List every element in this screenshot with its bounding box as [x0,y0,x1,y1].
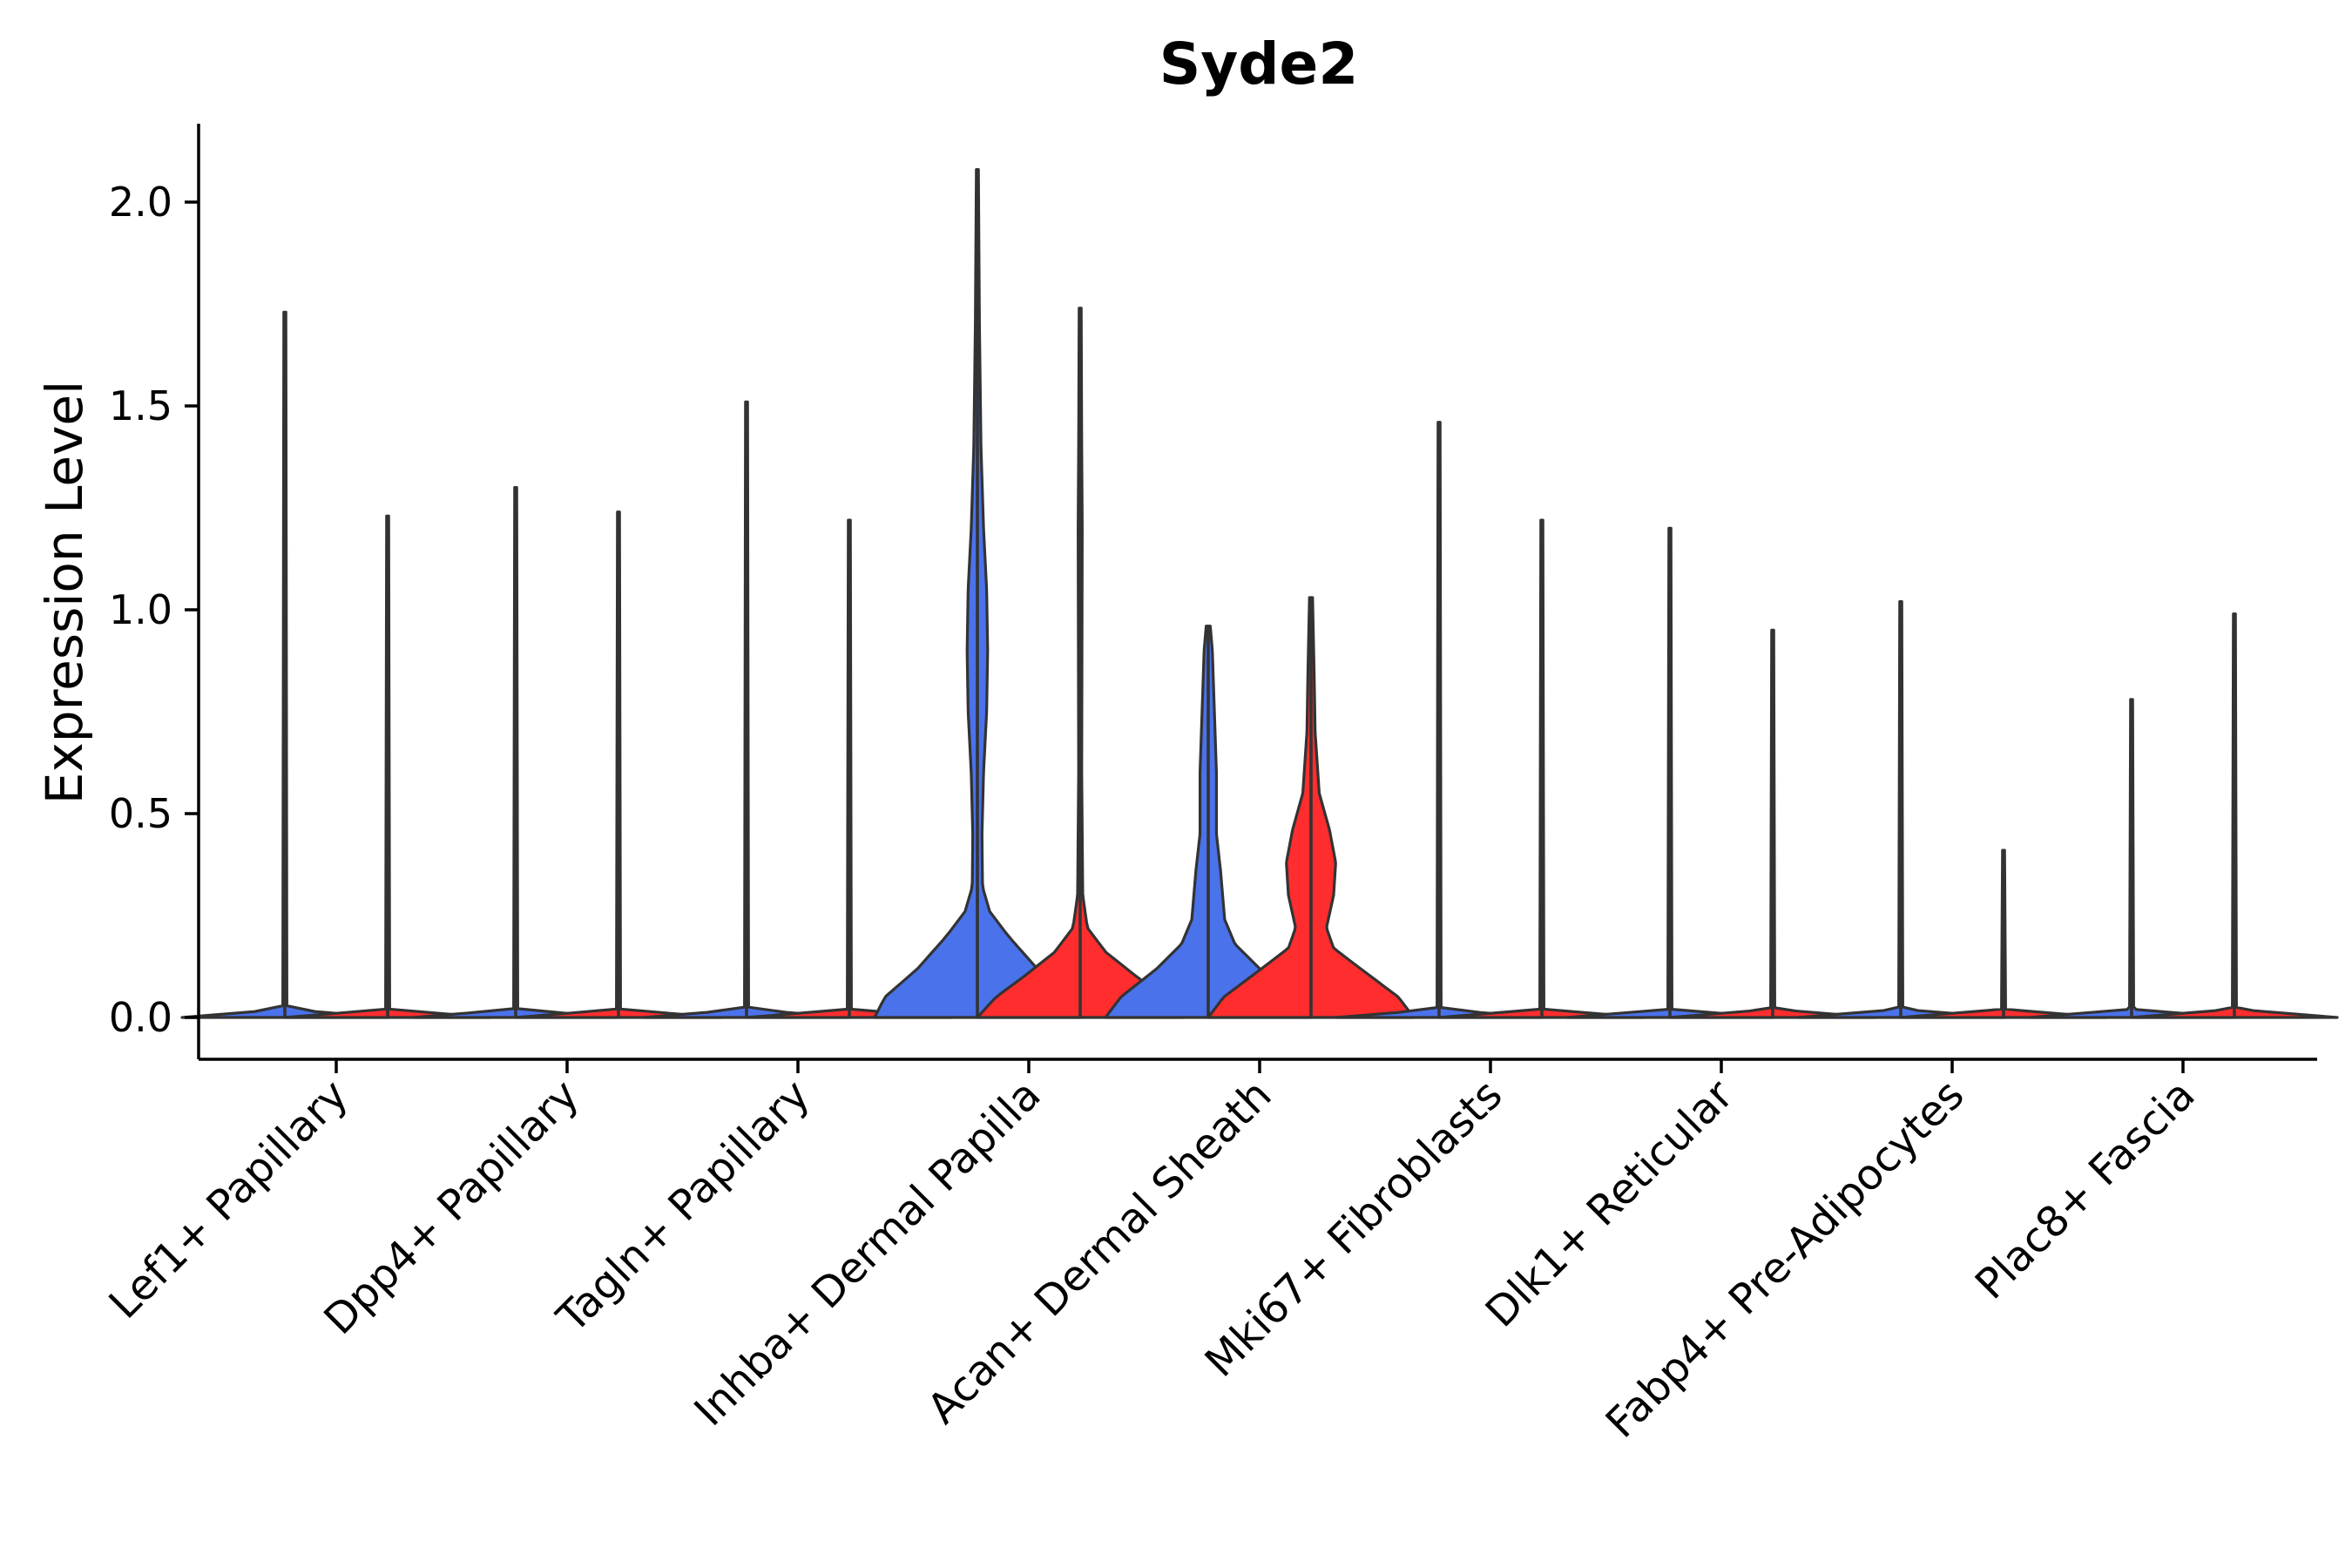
violin-group2-4 [976,307,1185,1019]
x-tick-label: Plac8+ Fascia [1966,1071,2205,1309]
violins-layer [180,167,2339,1019]
y-tick-label: 1.5 [109,382,172,429]
violin-group1-5 [1104,625,1313,1019]
violin-group2-6 [1437,518,1646,1019]
violin-group1-1 [180,310,389,1019]
x-tick-label: Tagln+ Papillary [547,1071,819,1342]
y-tick-label: 2.0 [109,179,172,226]
violin-group1-6 [1335,421,1544,1019]
violin-group1-4 [873,167,1082,1019]
y-tick-label: 0.0 [109,994,172,1041]
x-tick-label: Dlk1+ Reticular [1477,1071,1743,1337]
violin-group1-7 [1565,526,1774,1019]
violin-group1-9 [2027,698,2236,1019]
y-tick-label: 1.0 [109,586,172,633]
y-axis-label: Expression Level [35,381,94,804]
violin-group2-1 [283,514,492,1019]
violin-group1-3 [642,400,851,1019]
violin-group2-9 [2130,612,2339,1019]
y-tick-label: 0.5 [109,790,172,837]
violin-group2-8 [1899,848,2108,1019]
chart-title: Syde2 [1159,30,1359,98]
x-tick-label: Dpp4+ Papillary [314,1071,588,1344]
violin-group1-8 [1796,600,2005,1019]
violin-group2-5 [1206,596,1416,1019]
violin-group2-7 [1668,628,1877,1019]
violin-group2-3 [745,518,954,1019]
violin-group2-2 [514,510,723,1019]
violin-group1-2 [411,486,620,1019]
x-tick-label: Lef1+ Papillary [100,1071,358,1328]
